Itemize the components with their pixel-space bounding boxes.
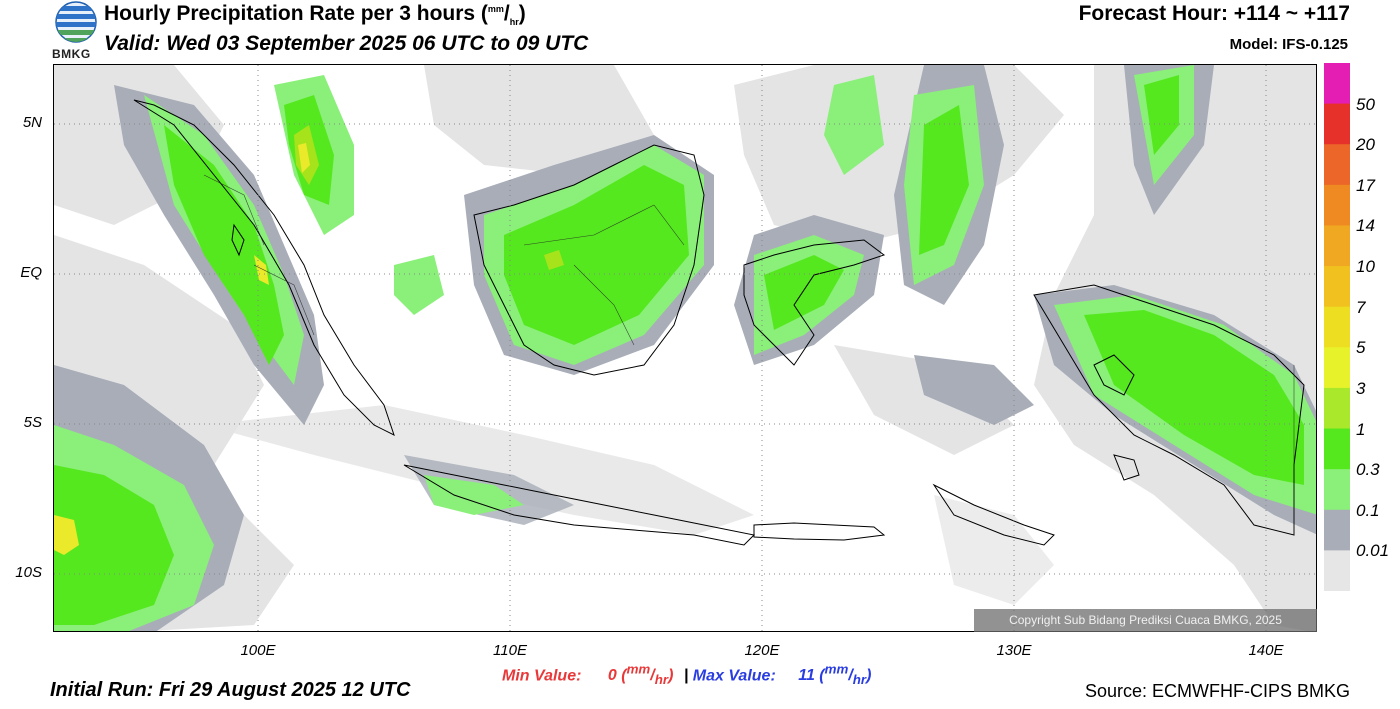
min-unit-top: mm (626, 662, 651, 677)
copyright-notice: Copyright Sub Bidang Prediksi Cuaca BMKG… (974, 609, 1317, 632)
max-unit-bottom: hr (852, 672, 867, 688)
colorbar-label: 1 (1356, 419, 1366, 439)
title-unit-bottom: hr (509, 17, 519, 28)
min-max-values: Min Value: 0 (mm/hr) | Max Value: 11 (mm… (502, 662, 872, 688)
colorbar-label: 14 (1356, 216, 1375, 236)
title-unit-top: mm (487, 4, 504, 14)
coastlines (133, 99, 1305, 546)
colorbar-swatch (1324, 225, 1350, 267)
separator: | (683, 667, 689, 685)
max-value: 11 (798, 667, 815, 685)
colorbar-label: 17 (1356, 175, 1375, 195)
model-label: Model: IFS-0.125 (1229, 36, 1348, 53)
initial-run: Initial Run: Fri 29 August 2025 12 UTC (50, 679, 411, 701)
colorbar-swatch (1324, 550, 1350, 591)
lon-label-140e: 140E (1248, 642, 1284, 659)
lon-label-120e: 120E (744, 642, 780, 659)
colorbar-swatch (1324, 387, 1350, 430)
colorbar-swatch (1324, 306, 1350, 348)
colorbar-swatch (1324, 347, 1350, 389)
lat-label-5s: 5S (23, 414, 42, 431)
province-borders (203, 174, 1295, 535)
colorbar-swatch (1324, 266, 1350, 308)
lat-label-10s: 10S (15, 564, 42, 581)
colorbar-label: 0.1 (1356, 500, 1380, 520)
colorbar-label: 7 (1356, 297, 1366, 317)
chart-title: Hourly Precipitation Rate per 3 hours (m… (104, 2, 526, 28)
bmkg-logo (55, 1, 97, 43)
colorbar-swatch (1324, 428, 1350, 470)
colorbar-label: 50 (1356, 94, 1375, 114)
colorbar-label: 20 (1356, 135, 1375, 155)
colorbar-label: 0.3 (1356, 460, 1380, 480)
gridlines (54, 65, 1316, 631)
colorbar-label: 0.01 (1356, 541, 1390, 561)
valid-time: Valid: Wed 03 September 2025 06 UTC to 0… (104, 32, 589, 55)
lon-label-100e: 100E (240, 642, 276, 659)
lat-label-5n: 5N (22, 114, 42, 131)
title-main: Hourly Precipitation Rate per 3 hours ( (104, 2, 488, 25)
lat-label-eq: EQ (20, 264, 42, 281)
precipitation-map (53, 64, 1317, 632)
colorbar-swatch (1324, 103, 1350, 145)
title-end: ) (518, 2, 526, 25)
max-label: Max Value: (692, 667, 776, 685)
data-source: Source: ECMWFHF-CIPS BMKG (1084, 681, 1350, 701)
colorbar (1324, 63, 1350, 591)
colorbar-label: 10 (1356, 257, 1375, 277)
min-value: 0 (607, 667, 617, 685)
moderate-rain-layer (54, 75, 1304, 625)
forecast-hour: Forecast Hour: +114 ~ +117 (1078, 2, 1350, 25)
colorbar-label: 3 (1356, 378, 1366, 398)
colorbar-swatch (1324, 184, 1350, 226)
colorbar-swatch (1324, 63, 1350, 105)
colorbar-swatch (1324, 469, 1350, 511)
heavy-rain-layer (54, 125, 564, 555)
max-unit-top: mm (824, 662, 849, 677)
map-svg (54, 65, 1316, 631)
logo-text: BMKG (52, 47, 91, 61)
min-label: Min Value: (502, 667, 582, 685)
min-unit-bottom: hr (654, 672, 669, 688)
lon-label-130e: 130E (996, 642, 1032, 659)
colorbar-label: 5 (1356, 338, 1366, 358)
colorbar-swatch (1324, 509, 1350, 551)
colorbar-swatch (1324, 144, 1350, 186)
lon-label-110e: 110E (493, 642, 527, 659)
